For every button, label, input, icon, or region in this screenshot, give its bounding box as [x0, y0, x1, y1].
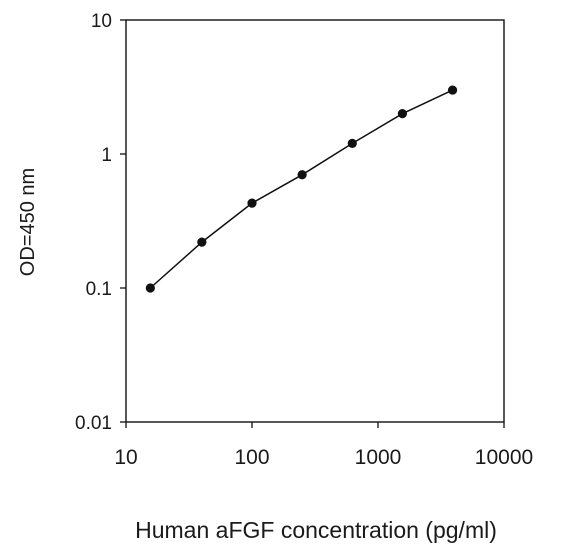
- y-tick-label: 0.1: [86, 279, 112, 300]
- plot-frame: [125, 19, 505, 423]
- series-line: [149, 89, 453, 289]
- x-tick-label: 10000: [475, 446, 533, 469]
- x-axis-label: Human aFGF concentration (pg/ml): [135, 517, 497, 543]
- x-tick-label: 100: [234, 446, 269, 469]
- data-point: [297, 170, 307, 180]
- data-point: [397, 109, 408, 119]
- ticks-group: 10 100 1000 10000 0.01 0.1 1 10: [75, 11, 533, 469]
- data-point: [347, 138, 357, 148]
- series-group: [145, 85, 458, 293]
- y-tick-label: 0.01: [75, 413, 112, 434]
- data-point: [197, 237, 207, 247]
- data-point: [145, 283, 155, 293]
- y-tick-label: 1: [101, 145, 112, 166]
- data-point: [447, 85, 458, 95]
- data-point: [247, 198, 257, 208]
- x-tick-label: 10: [114, 446, 137, 469]
- x-tick-label: 1000: [355, 446, 402, 469]
- y-tick-label: 10: [91, 11, 112, 32]
- axes-group: [125, 19, 505, 423]
- y-axis-label: OD=450 nm: [17, 168, 39, 276]
